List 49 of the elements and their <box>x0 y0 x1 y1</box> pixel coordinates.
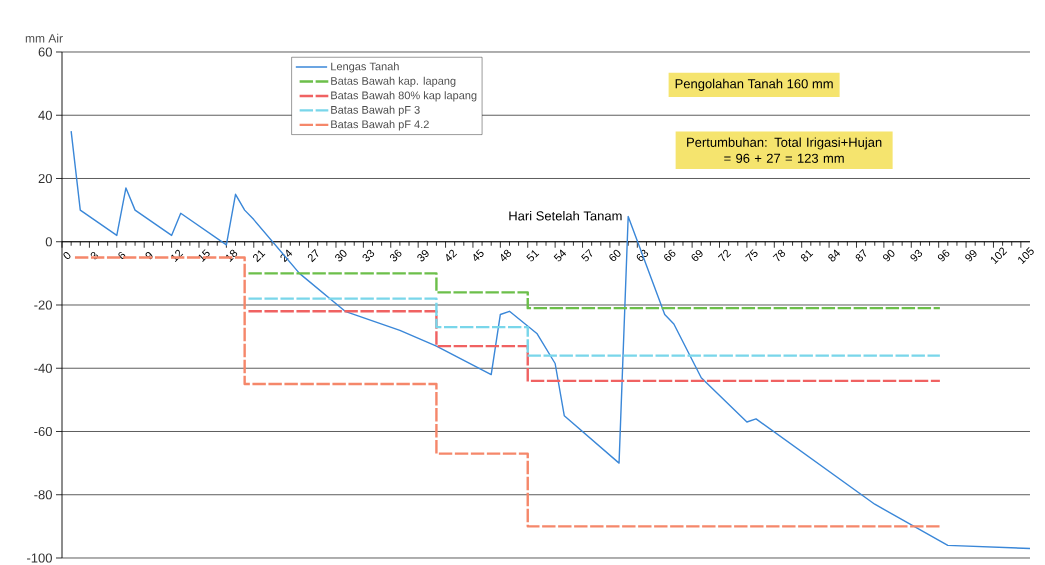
annotation: Pengolahan Tanah 160 mm <box>675 78 833 91</box>
legend-label: Batas Bawah kap. lapang <box>331 76 456 87</box>
x-tick-label: 57 <box>581 248 593 262</box>
legend-label: Batas Bawah 80% kap lapang <box>331 91 477 102</box>
x-tick-label: 42 <box>446 249 458 262</box>
x-axis-title: Hari Setelah Tanam <box>509 210 622 221</box>
x-tick-label: 69 <box>691 249 703 262</box>
y-tick-label: -20 <box>34 300 52 310</box>
x-tick-label: 90 <box>883 249 895 262</box>
x-tick-label: 21 <box>253 250 266 263</box>
x-tick-label: 39 <box>417 249 429 262</box>
x-tick-label: 63 <box>636 249 649 262</box>
x-tick-label: 75 <box>745 249 758 262</box>
y-tick-label: 20 <box>38 173 52 184</box>
x-tick-label: 99 <box>965 249 977 262</box>
y-tick-label: -60 <box>34 426 52 437</box>
x-tick-label: 93 <box>910 249 923 262</box>
x-tick-label: 12 <box>171 249 184 262</box>
y-tick-label: 0 <box>45 237 52 247</box>
y-tick-label: -100 <box>27 553 52 563</box>
x-tick-label: 81 <box>800 250 814 262</box>
x-tick-label: 0 <box>63 252 71 260</box>
x-tick-label: 51 <box>526 250 540 262</box>
y-tick-label: 60 <box>38 47 52 57</box>
x-tick-label: 45 <box>473 249 484 262</box>
legend-label: Lengas Tanah <box>331 62 399 73</box>
annotation: Pertumbuhan: Total Irigasi+Hujan = 96 + 27 = 123 mm <box>687 137 882 163</box>
y-tick-label: 40 <box>38 110 52 120</box>
x-tick-label: 105 <box>1018 247 1034 265</box>
x-tick-label: 15 <box>198 249 210 262</box>
x-tick-label: 30 <box>335 249 347 262</box>
x-tick-label: 48 <box>500 249 512 262</box>
x-tick-label: 60 <box>609 249 621 262</box>
x-tick-label: 66 <box>664 249 676 262</box>
x-tick-label: 84 <box>828 249 841 262</box>
y-axis-title: mm Air <box>25 33 63 43</box>
x-tick-label: 33 <box>362 249 375 262</box>
x-tick-label: 102 <box>990 247 1008 265</box>
legend-label: Batas Bawah pF 4.2 <box>331 120 429 131</box>
x-tick-label: 78 <box>772 249 786 262</box>
legend-label: Batas Bawah pF 3 <box>331 105 420 116</box>
y-tick-label: -80 <box>34 490 52 500</box>
y-tick-label: -40 <box>34 363 52 373</box>
x-tick-label: 96 <box>937 249 950 262</box>
x-tick-label: 54 <box>553 249 567 262</box>
x-tick-label: 87 <box>855 248 867 262</box>
x-tick-label: 36 <box>389 249 402 262</box>
x-tick-label: 72 <box>717 249 732 262</box>
x-tick-label: 27 <box>307 248 319 263</box>
